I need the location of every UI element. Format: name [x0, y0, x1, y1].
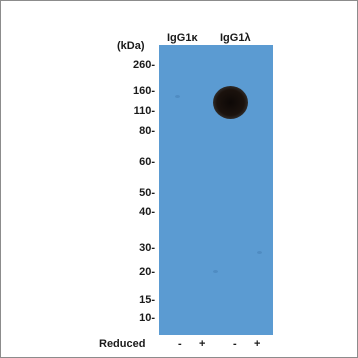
marker-160: 160-: [132, 85, 155, 97]
lane-2-reduced-sign: +: [199, 338, 206, 350]
marker-30: 30-: [139, 242, 155, 254]
lane-3-reduced-sign: -: [233, 338, 237, 350]
lane-header-igg1-lambda: IgG1λ: [220, 32, 251, 44]
marker-40: 40-: [139, 206, 155, 218]
background-spot: [175, 95, 180, 98]
molecular-weight-unit-label: (kDa): [117, 40, 145, 52]
marker-50: 50-: [139, 187, 155, 199]
reduced-label: Reduced: [99, 338, 146, 350]
lane-4-reduced-sign: +: [254, 338, 261, 350]
blot-membrane: [159, 45, 273, 335]
marker-80: 80-: [139, 125, 155, 137]
marker-10: 10-: [139, 312, 155, 324]
marker-110: 110-: [133, 105, 155, 117]
marker-260: 260-: [132, 59, 155, 71]
protein-band: [213, 86, 248, 119]
lane-header-igg1-kappa: IgG1κ: [167, 32, 198, 44]
marker-15: 15-: [139, 294, 155, 306]
background-spot: [257, 251, 262, 254]
background-spot: [213, 270, 218, 273]
marker-60: 60-: [139, 156, 155, 168]
lane-1-reduced-sign: -: [178, 338, 182, 350]
marker-20: 20-: [139, 266, 155, 278]
